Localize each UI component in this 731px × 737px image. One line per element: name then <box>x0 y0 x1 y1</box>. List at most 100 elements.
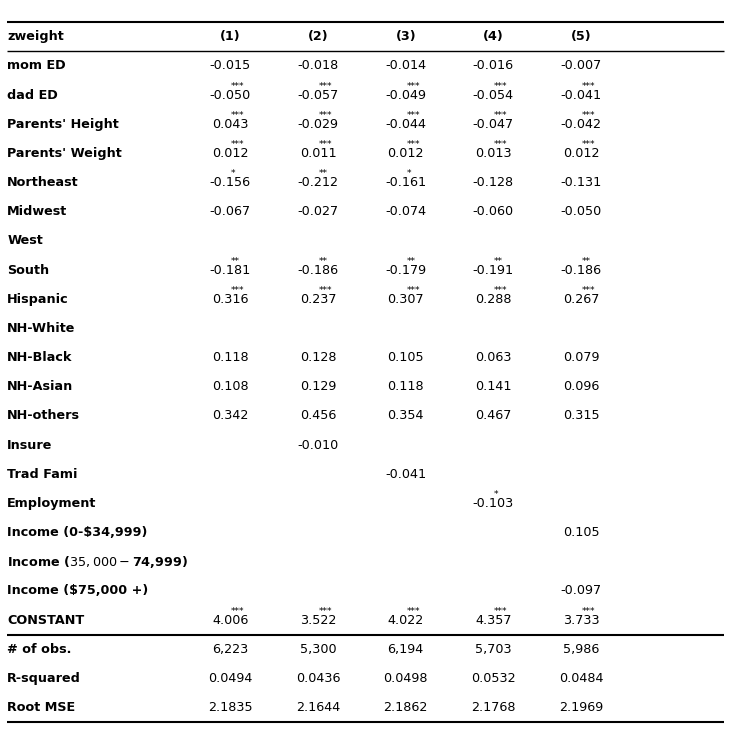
Text: -0.181: -0.181 <box>210 264 251 276</box>
Text: (2): (2) <box>308 30 328 43</box>
Text: West: West <box>7 234 43 248</box>
Text: ***: *** <box>582 607 595 615</box>
Text: Insure: Insure <box>7 439 53 452</box>
Text: ***: *** <box>582 82 595 91</box>
Text: Income ($75,000 +): Income ($75,000 +) <box>7 584 148 598</box>
Text: 3.733: 3.733 <box>563 614 599 626</box>
Text: 0.307: 0.307 <box>387 293 424 306</box>
Text: Employment: Employment <box>7 497 96 510</box>
Text: 2.1835: 2.1835 <box>208 701 253 714</box>
Text: Root MSE: Root MSE <box>7 701 75 714</box>
Text: 2.1862: 2.1862 <box>384 701 428 714</box>
Text: 0.456: 0.456 <box>300 410 336 422</box>
Text: 0.467: 0.467 <box>475 410 512 422</box>
Text: 2.1644: 2.1644 <box>296 701 340 714</box>
Text: ***: *** <box>319 286 332 295</box>
Text: -0.027: -0.027 <box>298 205 338 218</box>
Text: 0.128: 0.128 <box>300 351 336 364</box>
Text: (5): (5) <box>571 30 591 43</box>
Text: -0.060: -0.060 <box>473 205 514 218</box>
Text: ***: *** <box>582 111 595 120</box>
Text: 0.012: 0.012 <box>563 147 599 160</box>
Text: Hispanic: Hispanic <box>7 293 69 306</box>
Text: 6,194: 6,194 <box>387 643 424 656</box>
Text: 4.357: 4.357 <box>475 614 512 626</box>
Text: -0.179: -0.179 <box>385 264 426 276</box>
Text: -0.128: -0.128 <box>473 176 514 189</box>
Text: -0.044: -0.044 <box>385 118 426 130</box>
Text: ***: *** <box>319 82 332 91</box>
Text: 0.288: 0.288 <box>475 293 512 306</box>
Text: 0.0494: 0.0494 <box>208 672 252 685</box>
Text: -0.074: -0.074 <box>385 205 426 218</box>
Text: 0.0498: 0.0498 <box>384 672 428 685</box>
Text: NH-Asian: NH-Asian <box>7 380 74 394</box>
Text: ***: *** <box>319 607 332 615</box>
Text: -0.103: -0.103 <box>473 497 514 510</box>
Text: **: ** <box>406 256 415 265</box>
Text: -0.015: -0.015 <box>210 60 251 72</box>
Text: South: South <box>7 264 50 276</box>
Text: (3): (3) <box>395 30 416 43</box>
Text: -0.016: -0.016 <box>473 60 514 72</box>
Text: 0.105: 0.105 <box>387 351 424 364</box>
Text: *: * <box>231 169 235 178</box>
Text: ***: *** <box>406 140 420 149</box>
Text: R-squared: R-squared <box>7 672 81 685</box>
Text: 0.118: 0.118 <box>387 380 424 394</box>
Text: ***: *** <box>231 140 244 149</box>
Text: 0.0484: 0.0484 <box>559 672 603 685</box>
Text: 0.079: 0.079 <box>563 351 599 364</box>
Text: -0.131: -0.131 <box>561 176 602 189</box>
Text: NH-Black: NH-Black <box>7 351 72 364</box>
Text: ***: *** <box>406 111 420 120</box>
Text: mom ED: mom ED <box>7 60 66 72</box>
Text: Parents' Weight: Parents' Weight <box>7 147 122 160</box>
Text: *: * <box>494 490 499 499</box>
Text: -0.041: -0.041 <box>385 468 426 481</box>
Text: Parents' Height: Parents' Height <box>7 118 119 130</box>
Text: -0.049: -0.049 <box>385 88 426 102</box>
Text: -0.007: -0.007 <box>561 60 602 72</box>
Text: **: ** <box>319 256 327 265</box>
Text: -0.161: -0.161 <box>385 176 426 189</box>
Text: 5,300: 5,300 <box>300 643 336 656</box>
Text: -0.018: -0.018 <box>298 60 338 72</box>
Text: **: ** <box>319 169 327 178</box>
Text: -0.057: -0.057 <box>298 88 338 102</box>
Text: Income ($35,000-$74,999): Income ($35,000-$74,999) <box>7 553 189 570</box>
Text: 0.0532: 0.0532 <box>471 672 516 685</box>
Text: -0.186: -0.186 <box>561 264 602 276</box>
Text: **: ** <box>582 256 591 265</box>
Text: 0.012: 0.012 <box>387 147 424 160</box>
Text: ***: *** <box>406 82 420 91</box>
Text: -0.067: -0.067 <box>210 205 251 218</box>
Text: dad ED: dad ED <box>7 88 58 102</box>
Text: Trad Fami: Trad Fami <box>7 468 77 481</box>
Text: -0.191: -0.191 <box>473 264 514 276</box>
Text: (1): (1) <box>220 30 240 43</box>
Text: 0.013: 0.013 <box>475 147 512 160</box>
Text: ***: *** <box>582 286 595 295</box>
Text: -0.212: -0.212 <box>298 176 338 189</box>
Text: ***: *** <box>494 286 507 295</box>
Text: 4.006: 4.006 <box>212 614 249 626</box>
Text: -0.050: -0.050 <box>210 88 251 102</box>
Text: ***: *** <box>494 140 507 149</box>
Text: 0.105: 0.105 <box>563 526 599 539</box>
Text: 0.108: 0.108 <box>212 380 249 394</box>
Text: CONSTANT: CONSTANT <box>7 614 85 626</box>
Text: 0.342: 0.342 <box>212 410 249 422</box>
Text: ***: *** <box>494 607 507 615</box>
Text: -0.010: -0.010 <box>298 439 338 452</box>
Text: ***: *** <box>406 607 420 615</box>
Text: 0.011: 0.011 <box>300 147 336 160</box>
Text: 2.1768: 2.1768 <box>471 701 515 714</box>
Text: ***: *** <box>494 82 507 91</box>
Text: Midwest: Midwest <box>7 205 67 218</box>
Text: Northeast: Northeast <box>7 176 79 189</box>
Text: 2.1969: 2.1969 <box>559 701 603 714</box>
Text: -0.054: -0.054 <box>473 88 514 102</box>
Text: ***: *** <box>319 140 332 149</box>
Text: -0.186: -0.186 <box>298 264 338 276</box>
